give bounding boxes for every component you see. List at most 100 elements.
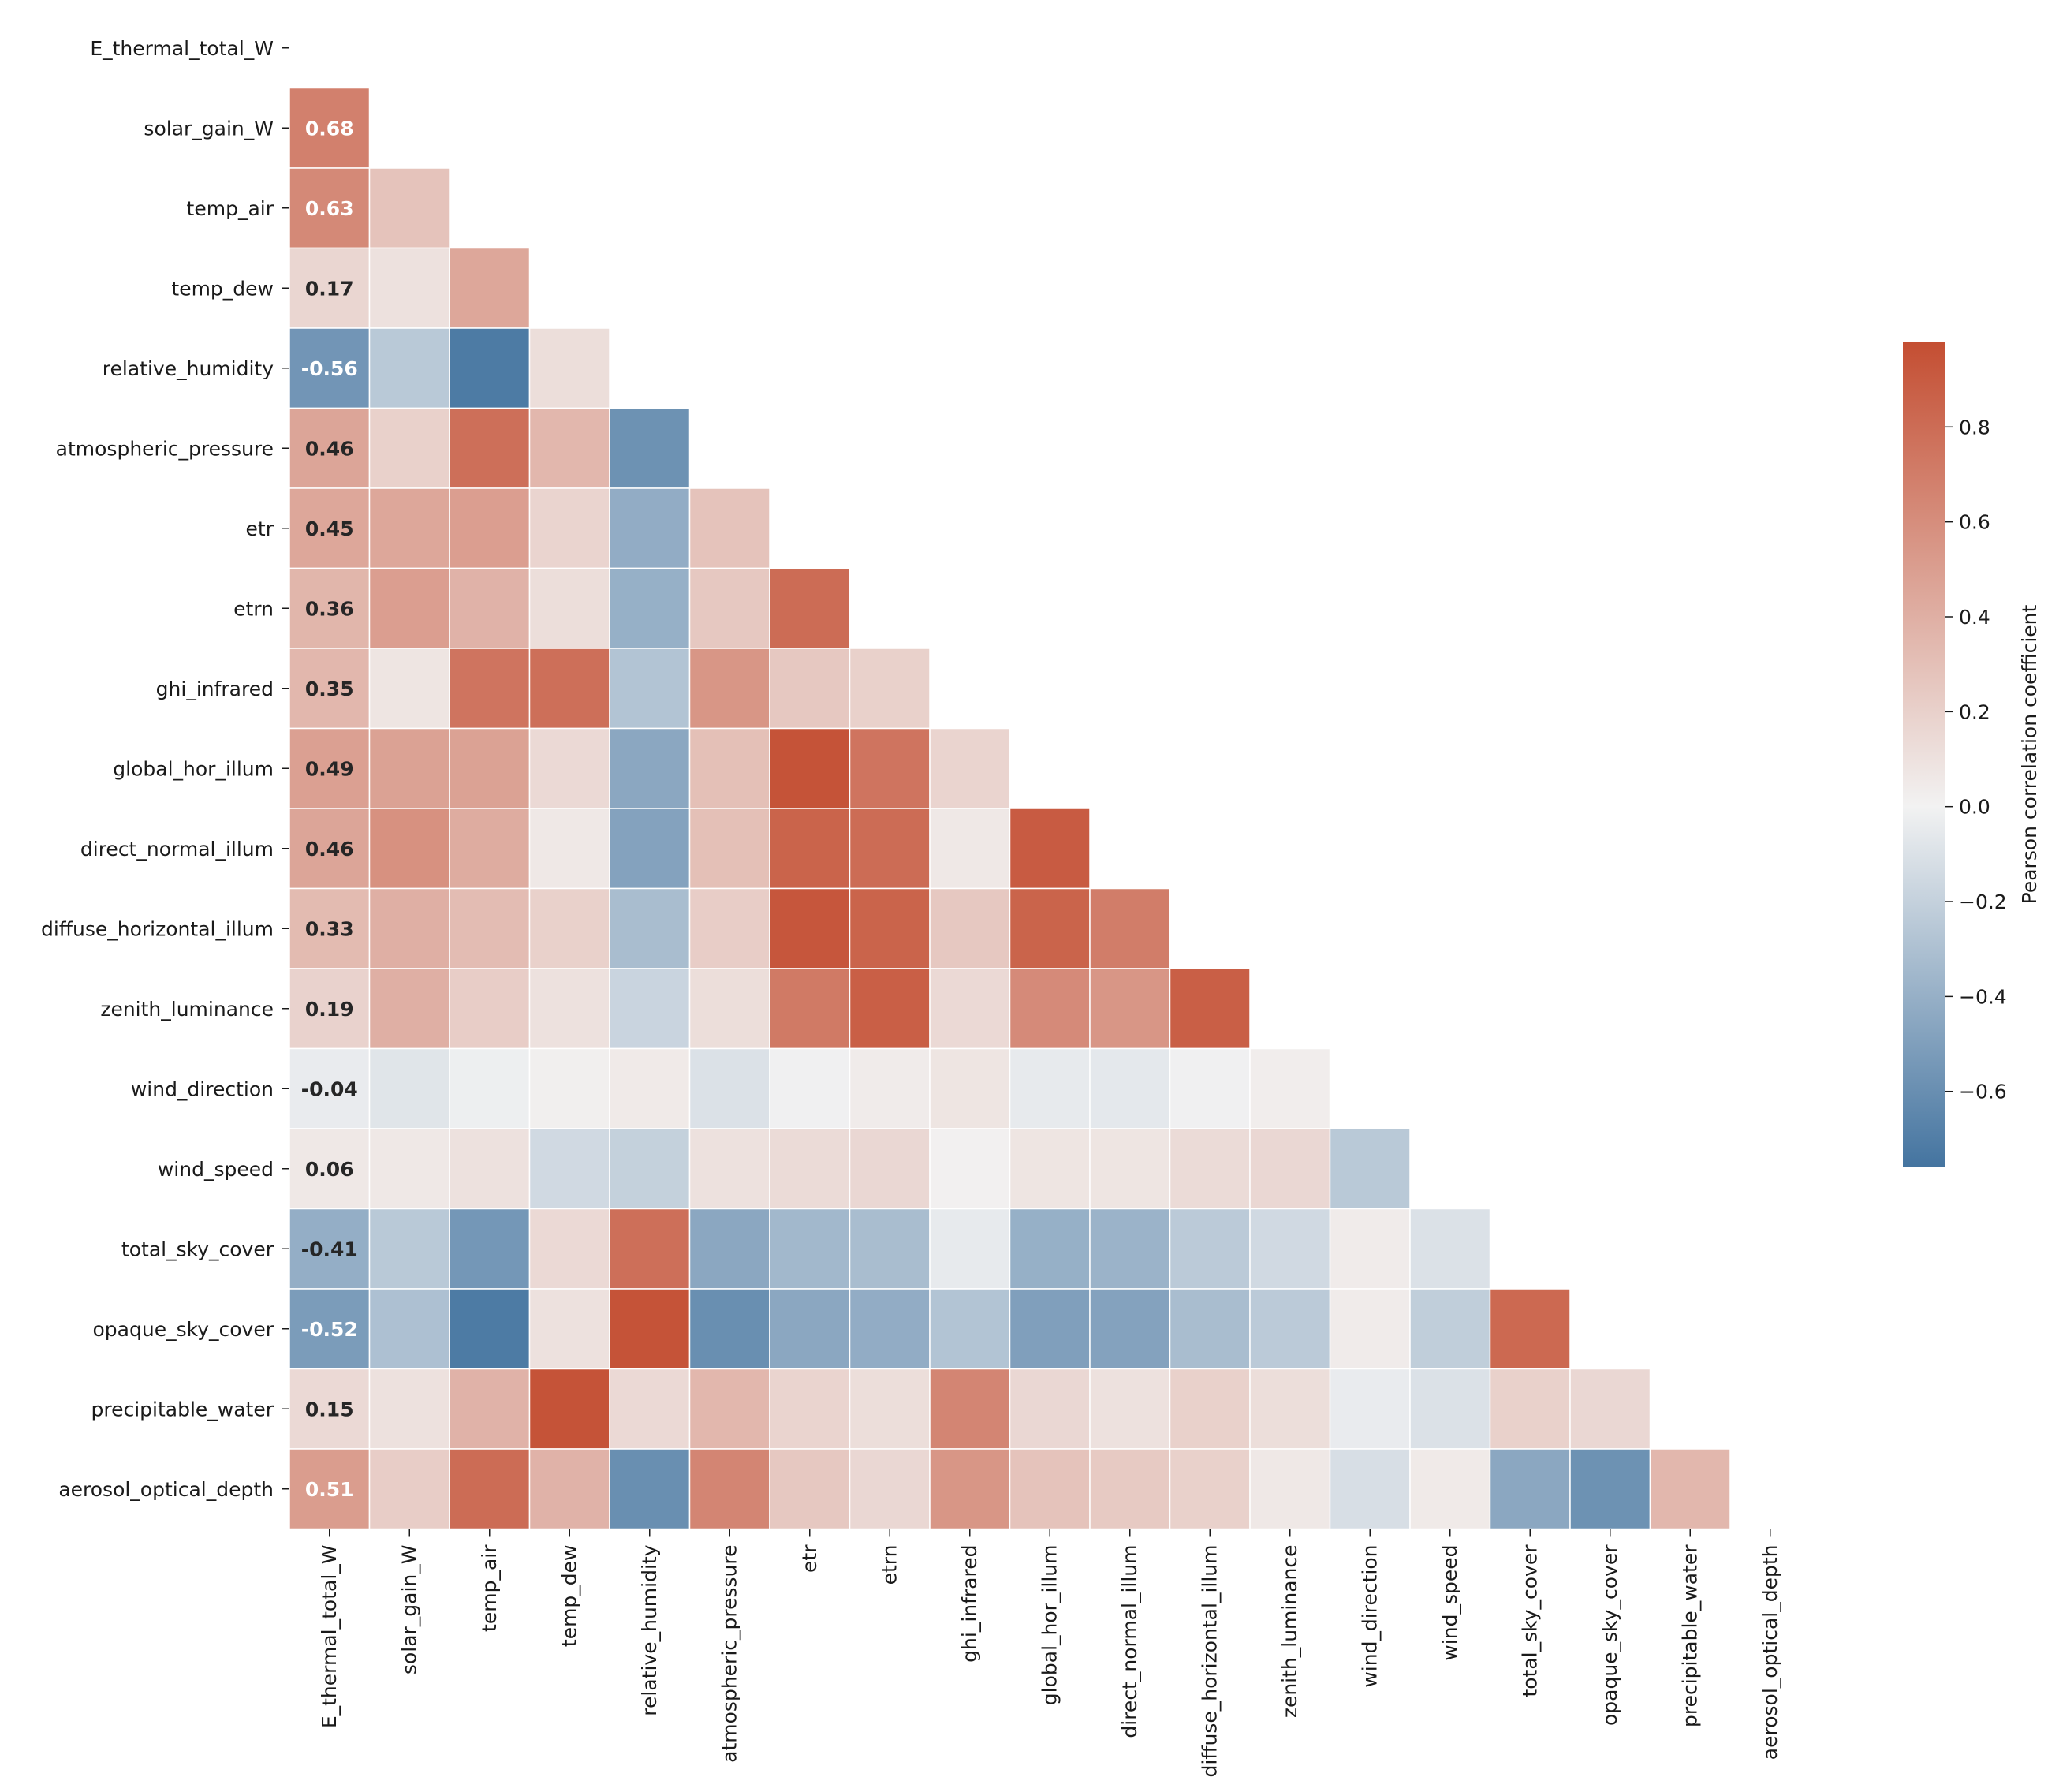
heatmap-cell-opaque_sky_cover-direct_normal_illum [1089, 1288, 1171, 1370]
heatmap-cell-direct_normal_illum-ghi_infrared [929, 808, 1011, 890]
heatmap-cell-precipitable_water-wind_direction [1329, 1368, 1411, 1450]
heatmap-cell-diffuse_horizontal_illum-etrn [849, 887, 931, 969]
heatmap-cell-wind_speed-global_hor_illum [1009, 1128, 1091, 1210]
heatmap-cell-total_sky_cover-ghi_infrared [929, 1208, 1011, 1290]
heatmap-cell-zenith_luminance-E_thermal_total_W [289, 968, 371, 1050]
heatmap-cell-precipitable_water-relative_humidity [609, 1368, 691, 1450]
heatmap-cell-aerosol_optical_depth-etr [769, 1448, 851, 1530]
heatmap-cell-global_hor_illum-temp_dew [528, 727, 610, 809]
colorbar-tick-label: −0.2 [1959, 890, 2007, 913]
cell-annotation: 0.46 [305, 437, 354, 460]
heatmap-cell-aerosol_optical_depth-atmospheric_pressure [688, 1448, 770, 1530]
cell-annotation: 0.68 [305, 117, 354, 140]
heatmap-cell-wind_direction-direct_normal_illum [1089, 1047, 1171, 1129]
heatmap-cell-wind_direction-temp_dew [528, 1047, 610, 1129]
heatmap-cell-precipitable_water-temp_air [449, 1368, 531, 1450]
heatmap-cell-precipitable_water-solar_gain_W [368, 1368, 450, 1450]
colorbar-tick-label: −0.4 [1959, 985, 2007, 1008]
y-tick-label: temp_air [187, 197, 274, 220]
heatmap-cell-total_sky_cover-wind_speed [1409, 1208, 1491, 1290]
cell-annotation: 0.15 [305, 1398, 354, 1421]
heatmap-cell-temp_dew-temp_air [449, 247, 531, 329]
y-tick-label: global_hor_illum [113, 757, 274, 780]
heatmap-cell-direct_normal_illum-etr [769, 808, 851, 890]
y-tick-label: wind_direction [131, 1077, 274, 1100]
heatmap-cell-zenith_luminance-direct_normal_illum [1089, 968, 1171, 1050]
heatmap-cell-zenith_luminance-temp_dew [528, 968, 610, 1050]
heatmap-cell-total_sky_cover-relative_humidity [609, 1208, 691, 1290]
heatmap-cell-zenith_luminance-atmospheric_pressure [688, 968, 770, 1050]
colorbar-tick-label: 0.4 [1959, 606, 1990, 629]
colorbar-ticks: −0.6 −0.4 −0.2 0.0 0.2 0.4 0.6 0.8 [1945, 416, 2007, 1103]
heatmap-cell-zenith_luminance-diffuse_horizontal_illum [1169, 968, 1251, 1050]
heatmap-cell-aerosol_optical_depth-precipitable_water [1649, 1448, 1731, 1530]
heatmap-cell-atmospheric_pressure-solar_gain_W [368, 407, 450, 489]
x-tick-label: E_thermal_total_W [318, 1545, 341, 1729]
heatmap-cell-etrn-atmospheric_pressure [688, 567, 770, 649]
heatmap-cell-wind_speed-E_thermal_total_W [289, 1128, 371, 1210]
heatmap-cell-zenith_luminance-relative_humidity [609, 968, 691, 1050]
heatmap-cell-aerosol_optical_depth-wind_speed [1409, 1448, 1491, 1530]
heatmap-cell-zenith_luminance-global_hor_illum [1009, 968, 1091, 1050]
x-tick-label: aerosol_optical_depth [1759, 1545, 1781, 1760]
heatmap-cell-precipitable_water-atmospheric_pressure [688, 1368, 770, 1450]
heatmap-cell-zenith_luminance-ghi_infrared [929, 968, 1011, 1050]
heatmap-cell-relative_humidity-solar_gain_W [368, 327, 450, 409]
heatmap-cell-total_sky_cover-global_hor_illum [1009, 1208, 1091, 1290]
heatmap-cell-global_hor_illum-solar_gain_W [368, 727, 450, 809]
y-tick-label: etrn [233, 597, 274, 620]
heatmap-cell-global_hor_illum-etrn [849, 727, 931, 809]
heatmap-cell-global_hor_illum-relative_humidity [609, 727, 691, 809]
heatmap-cell-aerosol_optical_depth-total_sky_cover [1489, 1448, 1571, 1530]
heatmap-cell-relative_humidity-E_thermal_total_W [289, 327, 371, 409]
heatmap-cell-ghi_infrared-atmospheric_pressure [688, 648, 770, 730]
y-tick-label: opaque_sky_cover [93, 1318, 274, 1341]
heatmap-cell-wind_direction-atmospheric_pressure [688, 1047, 770, 1129]
heatmap-cell-diffuse_horizontal_illum-direct_normal_illum [1089, 887, 1171, 969]
heatmap-cells: 0.68 0.63 0.17 -0.56 0.46 0.45 0.36 0.35 0.49 0.4… [289, 87, 1731, 1530]
heatmap-cell-wind_speed-temp_dew [528, 1128, 610, 1210]
y-tick-label: aerosol_optical_depth [58, 1478, 274, 1501]
heatmap-cell-total_sky_cover-diffuse_horizontal_illum [1169, 1208, 1251, 1290]
heatmap-cell-opaque_sky_cover-zenith_luminance [1249, 1288, 1331, 1370]
cell-annotation: 0.51 [305, 1478, 354, 1501]
heatmap-cell-opaque_sky_cover-relative_humidity [609, 1288, 691, 1370]
heatmap-cell-global_hor_illum-temp_air [449, 727, 531, 809]
heatmap-cell-etrn-solar_gain_W [368, 567, 450, 649]
heatmap-cell-diffuse_horizontal_illum-global_hor_illum [1009, 887, 1091, 969]
heatmap-cell-relative_humidity-temp_dew [528, 327, 610, 409]
y-tick-label: wind_speed [158, 1158, 274, 1181]
colorbar-gradient [1903, 342, 1945, 1167]
heatmap-cell-direct_normal_illum-etrn [849, 808, 931, 890]
heatmap-cell-precipitable_water-ghi_infrared [929, 1368, 1011, 1450]
heatmap-cell-opaque_sky_cover-ghi_infrared [929, 1288, 1011, 1370]
x-tick-label: zenith_luminance [1278, 1545, 1301, 1719]
heatmap-cell-aerosol_optical_depth-diffuse_horizontal_illum [1169, 1448, 1251, 1530]
heatmap-cell-aerosol_optical_depth-relative_humidity [609, 1448, 691, 1530]
y-tick-label: precipitable_water [91, 1398, 274, 1421]
cell-annotation: 0.33 [305, 917, 354, 940]
cell-annotation: 0.36 [305, 597, 354, 620]
heatmap-cell-total_sky_cover-etrn [849, 1208, 931, 1290]
cell-annotation: 0.06 [305, 1158, 354, 1181]
colorbar-title: Pearson correlation coefficient [2018, 604, 2041, 904]
heatmap-cell-aerosol_optical_depth-zenith_luminance [1249, 1448, 1331, 1530]
cell-annotation: 0.45 [305, 517, 354, 540]
x-tick-label: atmospheric_pressure [718, 1545, 740, 1763]
heatmap-cell-precipitable_water-total_sky_cover [1489, 1368, 1571, 1450]
heatmap-cell-ghi_infrared-temp_air [449, 648, 531, 730]
heatmap-cell-temp_dew-solar_gain_W [368, 247, 450, 329]
heatmap-cell-opaque_sky_cover-wind_speed [1409, 1288, 1491, 1370]
heatmap-cell-zenith_luminance-temp_air [449, 968, 531, 1050]
y-tick-label: etr [246, 517, 274, 540]
heatmap-cell-opaque_sky_cover-temp_dew [528, 1288, 610, 1370]
heatmap-cell-atmospheric_pressure-temp_dew [528, 407, 610, 489]
heatmap-cell-etr-temp_dew [528, 487, 610, 569]
cell-annotation: -0.56 [301, 357, 358, 380]
heatmap-cell-etrn-relative_humidity [609, 567, 691, 649]
heatmap-cell-precipitable_water-wind_speed [1409, 1368, 1491, 1450]
x-tick-label: diffuse_horizontal_illum [1198, 1545, 1221, 1778]
cell-annotation: 0.49 [305, 757, 354, 780]
heatmap-cell-temp_air-solar_gain_W [368, 167, 450, 249]
